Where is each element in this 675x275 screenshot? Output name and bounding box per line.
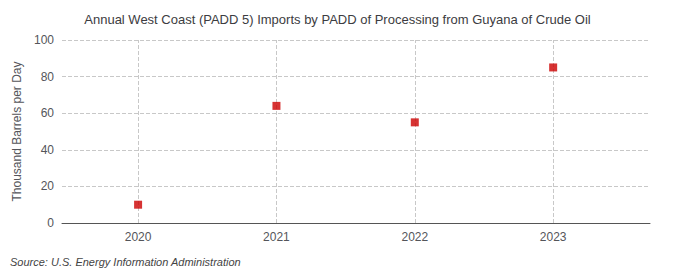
svg-text:40: 40 (41, 143, 55, 157)
svg-text:60: 60 (41, 106, 55, 120)
svg-text:80: 80 (41, 70, 55, 84)
svg-text:100: 100 (34, 33, 54, 47)
svg-text:Annual West Coast (PADD 5) Imp: Annual West Coast (PADD 5) Imports by PA… (84, 12, 591, 27)
svg-text:0: 0 (47, 216, 54, 230)
svg-text:2021: 2021 (263, 230, 290, 244)
svg-text:Source: U.S. Energy Informatio: Source: U.S. Energy Information Administ… (10, 256, 241, 268)
svg-text:2020: 2020 (125, 230, 152, 244)
svg-text:Thousand Barrels per Day: Thousand Barrels per Day (10, 61, 24, 201)
svg-text:2022: 2022 (401, 230, 428, 244)
svg-text:20: 20 (41, 179, 55, 193)
svg-text:2023: 2023 (540, 230, 567, 244)
